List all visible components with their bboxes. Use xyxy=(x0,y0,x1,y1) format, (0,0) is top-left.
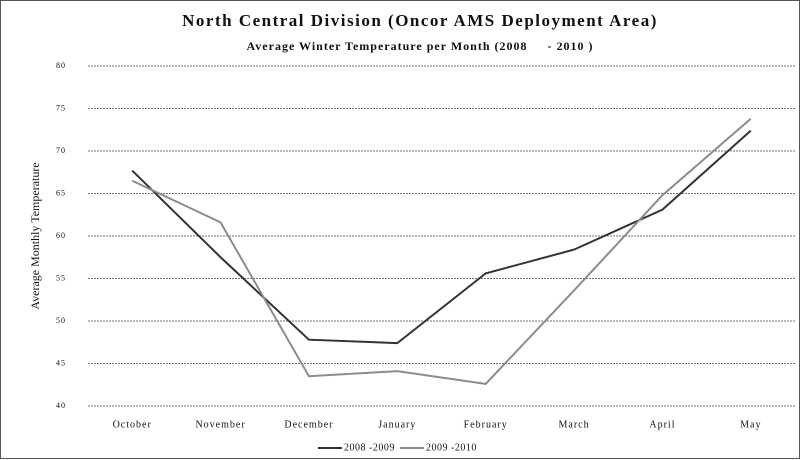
y-tick-label: 65 xyxy=(56,188,66,197)
y-tick-label: 70 xyxy=(56,146,66,155)
y-tick-label: 55 xyxy=(56,273,66,282)
x-tick-label: February xyxy=(464,419,508,430)
y-axis-label: Average Monthly Temperature xyxy=(28,162,42,309)
legend-label: 2009 -2010 xyxy=(426,442,477,453)
y-tick-label: 40 xyxy=(56,401,66,410)
chart-subtitle: Average Winter Temperature per Month (20… xyxy=(247,39,594,53)
y-tick-label: 75 xyxy=(56,103,66,112)
x-tick-label: October xyxy=(113,419,152,430)
x-tick-label: November xyxy=(195,419,245,430)
y-tick-label: 60 xyxy=(56,231,66,240)
legend-label: 2008 -2009 xyxy=(344,442,395,453)
y-tick-label: 45 xyxy=(56,358,66,367)
series-line xyxy=(131,129,752,345)
x-tick-label: January xyxy=(378,419,416,430)
series-line xyxy=(131,117,752,385)
y-tick-label: 50 xyxy=(56,316,66,325)
x-tick-label: December xyxy=(284,419,333,430)
chart-title: North Central Division (Oncor AMS Deploy… xyxy=(182,11,658,30)
x-tick-label: March xyxy=(559,419,590,430)
x-tick-label: May xyxy=(740,419,761,430)
x-tick-label: April xyxy=(649,419,675,430)
y-tick-label: 80 xyxy=(56,61,66,70)
